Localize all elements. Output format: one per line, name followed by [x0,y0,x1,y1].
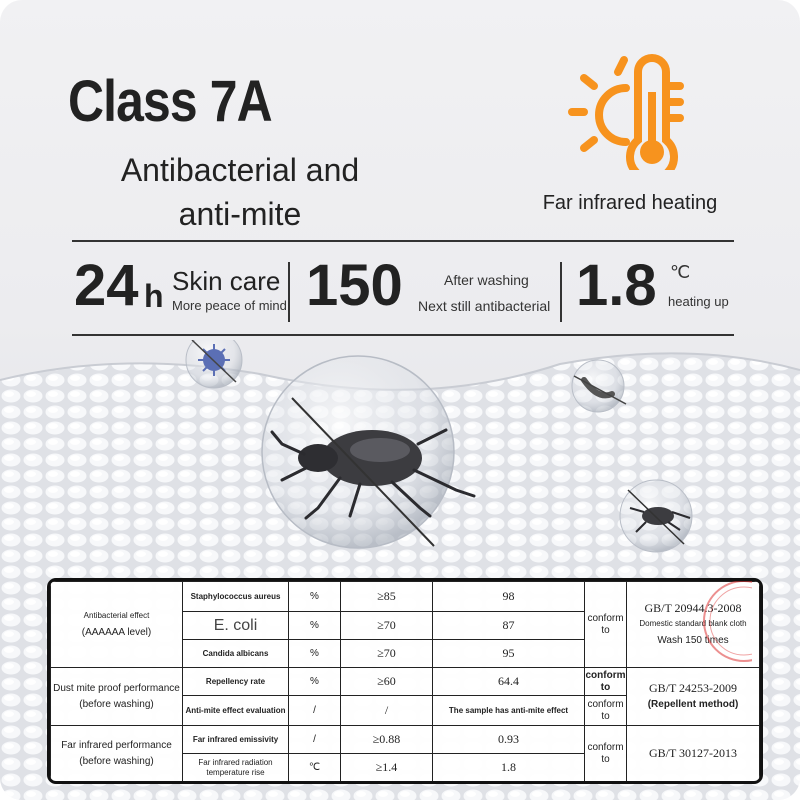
subheadline-line-2: anti-mite [178,196,302,232]
conform-word: conform [587,612,624,624]
stat-divider [288,262,290,322]
conform-cell: conform to [584,667,627,696]
conform-to: to [601,624,610,636]
group-label: Antibacterial effect [83,610,150,620]
stat-temperature-value: 1.8 [576,253,657,318]
result-cell: 1.8 [432,753,585,781]
mite-bubble-small [619,479,693,553]
item-cell: Repellency rate [182,667,289,696]
result-cell: 87 [432,611,585,640]
standard-note: (Repellent method) [647,699,739,710]
requirement-cell: ≥70 [340,639,433,668]
conform-cell: conform to [584,695,627,726]
stat-washes-title: After washing [444,272,529,288]
conform-cell: conform to [584,725,627,781]
feature-label: Far infrared heating [542,192,718,214]
headline: Class 7A [68,69,273,134]
stat-hours-value: 24 [74,253,139,318]
conform-to: to [600,681,611,693]
unit-cell: % [288,667,341,696]
unit-cell: % [288,581,341,612]
item-cell: Far infrared emissivity [182,725,289,754]
table-row: Candida albicans % ≥70 95 [51,639,760,668]
stat-temperature-caption: heating up [668,294,729,309]
conform-to: to [601,753,610,765]
conform-word: conform [587,698,624,710]
stat-washes-value: 150 [306,253,403,318]
virus-bubble [185,340,243,389]
unit-cell: % [288,611,341,640]
subheadline-line-1: Antibacterial and [120,152,360,188]
group-sublabel: (AAAAAA level) [81,626,152,638]
standard-code: GB/T 24253-2009 [648,681,738,695]
unit-cell: / [288,725,341,754]
table-row: Far infrared radiation temperature rise … [51,753,760,781]
conform-word: conform [585,669,626,681]
item-cell: Far infrared radiation temperature rise [182,753,289,781]
unit-cell: % [288,639,341,668]
standard-cell-dust-mite: GB/T 24253-2009 (Repellent method) [626,667,760,726]
group-label: Far infrared performance [61,739,172,751]
requirement-cell: / [340,695,433,726]
requirement-cell: ≥70 [340,611,433,640]
group-sublabel: (before washing) [79,755,154,767]
item-cell: E. coli [182,611,289,640]
requirement-cell: ≥1.4 [340,753,433,781]
standard-code: GB/T 20944.3-2008 [644,601,742,615]
item-cell: Anti-mite effect evaluation [182,695,289,726]
result-cell: 0.93 [432,725,585,754]
stat-temperature-unit: ℃ [670,262,691,282]
standard-note: Wash 150 times [657,635,729,646]
conform-to: to [601,710,610,722]
test-results-table: Antibacterial effect (AAAAAA level) Stap… [47,578,763,784]
stat-hours-unit: h [144,278,164,314]
conform-cell: conform to [584,581,627,668]
standard-cell-far-infrared: GB/T 30127-2013 [626,725,760,781]
stat-hours-caption: More peace of mind [172,298,287,313]
stat-divider [560,262,562,322]
group-cell-far-infrared: Far infrared performance (before washing… [50,725,183,781]
mite-bubble-large [261,355,476,549]
result-cell: 95 [432,639,585,668]
stat-washes-caption: Next still antibacterial [418,298,551,314]
unit-cell: ℃ [288,753,341,781]
unit-cell: / [288,695,341,726]
sun-thermometer-icon [568,54,684,170]
result-cell: The sample has anti-mite effect [432,695,585,726]
group-sublabel: (before washing) [79,698,154,710]
standard-cell-antibacterial: GB/T 20944.3-2008 Domestic standard blan… [626,581,760,668]
table-row: Far infrared performance (before washing… [50,725,760,781]
item-cell: Staphylococcus aureus [182,581,289,612]
result-cell: 98 [432,581,585,612]
subheadline: Antibacterial and anti-mite [100,148,380,236]
top-divider [72,240,734,242]
stat-hours-title: Skin care [172,266,281,296]
needle-bubble [571,359,627,413]
requirement-cell: ≥60 [340,667,433,696]
table-row: Dust mite proof performance (before wash… [50,667,760,726]
table-row: Antibacterial effect (AAAAAA level) Stap… [50,581,760,668]
conform-word: conform [587,741,624,753]
standard-note: Domestic standard blank cloth [639,619,747,628]
group-label: Dust mite proof performance [53,682,180,694]
group-cell-antibacterial: Antibacterial effect (AAAAAA level) [50,581,183,668]
requirement-cell: ≥85 [340,581,433,612]
table-row: E. coli % ≥70 87 [51,611,760,640]
group-cell-dust-mite: Dust mite proof performance (before wash… [50,667,183,726]
bottom-divider [72,334,734,336]
item-cell: Candida albicans [182,639,289,668]
table-row: Anti-mite effect evaluation / / The samp… [51,695,760,726]
result-cell: 64.4 [432,667,585,696]
requirement-cell: ≥0.88 [340,725,433,754]
